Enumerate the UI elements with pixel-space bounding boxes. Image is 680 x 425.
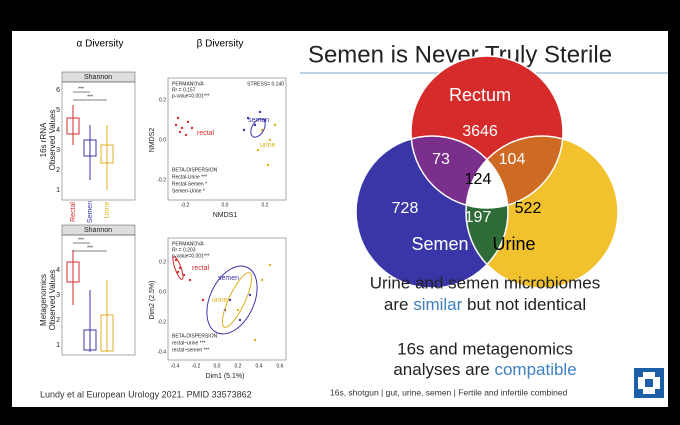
tick-label: 4 — [56, 267, 60, 274]
stat: R² = 0.157 — [172, 87, 196, 93]
row-label: Metagenomics — [39, 274, 48, 326]
group-label: rectal — [197, 130, 215, 137]
tick-label: 0.0 — [214, 363, 221, 369]
venn-count: 522 — [515, 200, 542, 217]
tick-label: 0.2 — [159, 97, 166, 103]
tick-label: 0.2 — [235, 363, 242, 369]
tick-label: 6 — [56, 87, 60, 94]
venn-label: Semen — [411, 234, 468, 254]
tick-label: -0.2 — [192, 363, 201, 369]
tick-label: 0.0 — [159, 137, 166, 143]
strip: Shannon — [84, 74, 112, 81]
axis-label: Observed Values — [48, 270, 57, 331]
group-label: rectal — [192, 265, 210, 272]
stat: Rectal-Urine *** — [172, 174, 207, 180]
stat: PERMANOVA — [172, 241, 204, 247]
venn-ru — [466, 136, 563, 208]
tick-label: -0.4 — [171, 363, 180, 369]
text: are — [384, 295, 413, 314]
group-label: urine — [212, 297, 228, 304]
category: Urine — [104, 202, 111, 219]
axis-label: NMDS2 — [149, 128, 156, 153]
tick-label: -0.2 — [157, 177, 166, 183]
stat: p-value=0.001*** — [172, 93, 210, 99]
venn-count: 728 — [392, 200, 419, 217]
stat: STRESS= 0.140 — [247, 81, 284, 87]
tick-label: 4 — [56, 127, 60, 134]
tick-label: 0.2 — [159, 259, 166, 265]
statement: are similar but not identical — [384, 295, 586, 314]
highlight: similar — [413, 295, 462, 314]
stat: rectal~urine *** — [172, 340, 206, 346]
tick-label: -0.2 — [157, 319, 166, 325]
footnote: 16s, shotgun | gut, urine, semen | Ferti… — [330, 387, 568, 397]
stat: BETA-DISPERSION — [172, 333, 218, 339]
statement: Urine and semen microbiomes — [370, 273, 601, 292]
stat: PERMANOVA — [172, 81, 204, 87]
venn-label: Urine — [492, 234, 535, 254]
venn-rs — [411, 136, 508, 208]
tick-label: 2 — [56, 167, 60, 174]
tick-label: 0.2 — [262, 202, 269, 208]
group-label: urine — [260, 142, 276, 149]
highlight: compatible — [494, 360, 576, 379]
venn: Rectum 3646 73 104 124 728 197 522 Semen… — [355, 55, 619, 289]
tick-label: 5 — [56, 107, 60, 114]
axis-label: Dim1 (5.1%) — [206, 373, 245, 380]
sig: *** — [87, 94, 93, 100]
logo — [634, 368, 664, 398]
tick-label: 3 — [56, 292, 60, 299]
stat: Rectal-Semen * — [172, 181, 207, 187]
stat: rectal~semen *** — [172, 347, 209, 353]
panel-heading: β Diversity — [197, 39, 244, 50]
tick-label: 0.6 — [277, 363, 284, 369]
panel-heading: α Diversity — [77, 39, 124, 50]
tick-label: 0.4 — [256, 363, 263, 369]
group-label: semen — [218, 275, 239, 282]
sig: *** — [78, 86, 84, 92]
axis-label: NMDS1 — [213, 212, 238, 219]
group-label: semen — [248, 117, 269, 124]
stat: BETA-DISPERSION — [172, 167, 218, 173]
stat: Semen-Urine * — [172, 188, 205, 194]
tick-label: 1 — [56, 342, 60, 349]
venn-count: 104 — [499, 151, 526, 168]
venn-count: 73 — [432, 151, 450, 168]
sig: *** — [78, 237, 84, 243]
axis-label: Dim2 (2.5%) — [149, 281, 156, 320]
statement: analyses are compatible — [393, 360, 576, 379]
tick-label: -0.4 — [157, 349, 166, 355]
venn-count: 197 — [465, 209, 492, 226]
strip: Shannon — [84, 227, 112, 234]
text: analyses are — [393, 360, 494, 379]
tick-label: 0.0 — [159, 289, 166, 295]
axis-label: Observed Values — [48, 110, 57, 171]
sig: *** — [87, 245, 93, 251]
statement: 16s and metagenomics — [397, 339, 573, 358]
footnote: Lundy et al European Urology 2021. PMID … — [40, 389, 252, 399]
text: but not identical — [462, 295, 586, 314]
stat: p-value=0.001*** — [172, 253, 210, 259]
venn-count: 124 — [465, 171, 492, 188]
tick-label: 3 — [56, 147, 60, 154]
tick-label: 2 — [56, 317, 60, 324]
venn-count: 3646 — [462, 123, 498, 140]
tick-label: -0.2 — [181, 202, 190, 208]
venn-label: Rectum — [449, 85, 511, 105]
category: Rectal — [70, 202, 77, 222]
tick-label: 0.0 — [222, 202, 229, 208]
row-label: 16s rRNA — [39, 122, 48, 157]
tick-label: 1 — [56, 187, 60, 194]
category: Semen — [87, 201, 94, 223]
stat: R² = 0.203 — [172, 247, 196, 253]
